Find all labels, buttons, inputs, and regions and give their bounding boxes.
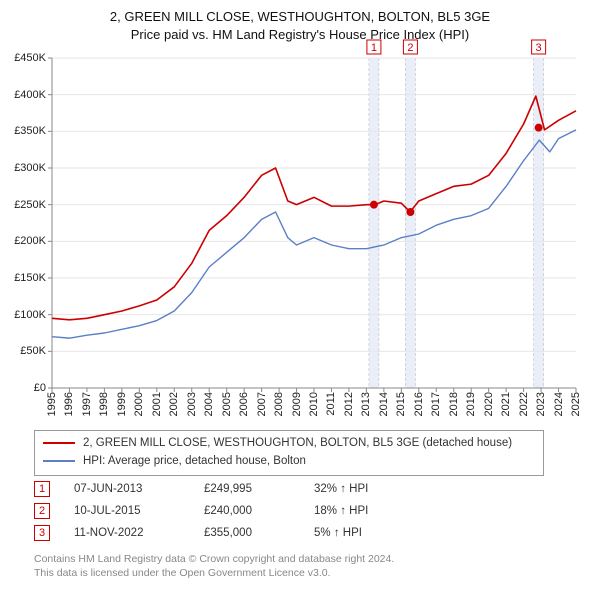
transaction-row: 3 11-NOV-2022£355,0005% ↑ HPI [34, 522, 544, 544]
x-tick-label: 2011 [325, 392, 337, 416]
x-tick-label: 1995 [46, 392, 58, 416]
y-tick-label: £200K [0, 235, 46, 247]
transactions-table: 1 07-JUN-2013£249,99532% ↑ HPI 2 10-JUL-201… [34, 478, 544, 544]
transaction-hpi: 32% ↑ HPI [314, 483, 424, 495]
transaction-date: 07-JUN-2013 [74, 483, 204, 495]
y-tick-label: £350K [0, 125, 46, 137]
legend-item: 2, GREEN MILL CLOSE, WESTHOUGHTON, BOLTO… [43, 435, 535, 453]
transaction-price: £240,000 [204, 505, 314, 517]
x-tick-label: 2022 [518, 392, 530, 416]
y-tick-label: £400K [0, 89, 46, 101]
x-tick-label: 2008 [273, 392, 285, 416]
x-tick-label: 2017 [430, 392, 442, 416]
legend: 2, GREEN MILL CLOSE, WESTHOUGHTON, BOLTO… [34, 430, 544, 476]
x-tick-label: 2016 [413, 392, 425, 416]
transaction-row: 2 10-JUL-2015£240,00018% ↑ HPI [34, 500, 544, 522]
title-block: 2, GREEN MILL CLOSE, WESTHOUGHTON, BOLTO… [0, 0, 600, 43]
x-tick-label: 2000 [133, 392, 145, 416]
x-tick-label: 2019 [465, 392, 477, 416]
x-tick-label: 1996 [63, 392, 75, 416]
transaction-date: 10-JUL-2015 [74, 505, 204, 517]
legend-swatch-property [43, 442, 75, 444]
legend-swatch-hpi [43, 460, 75, 462]
x-tick-label: 2009 [291, 392, 303, 416]
x-tick-label: 1998 [98, 392, 110, 416]
x-tick-label: 1997 [81, 392, 93, 416]
x-tick-label: 2013 [360, 392, 372, 416]
y-tick-label: £150K [0, 272, 46, 284]
svg-text:2: 2 [407, 42, 413, 54]
transaction-marker-num: 2 [34, 503, 50, 519]
title-line-2: Price paid vs. HM Land Registry's House … [0, 26, 600, 44]
transaction-price: £355,000 [204, 527, 314, 539]
chart-container: 2, GREEN MILL CLOSE, WESTHOUGHTON, BOLTO… [0, 0, 600, 590]
x-tick-label: 2025 [570, 392, 582, 416]
legend-label: 2, GREEN MILL CLOSE, WESTHOUGHTON, BOLTO… [83, 437, 512, 449]
x-tick-label: 2014 [378, 392, 390, 416]
y-tick-label: £450K [0, 52, 46, 64]
y-tick-label: £0 [0, 382, 46, 394]
transaction-date: 11-NOV-2022 [74, 527, 204, 539]
footer: Contains HM Land Registry data © Crown c… [34, 552, 394, 580]
transaction-hpi: 5% ↑ HPI [314, 527, 424, 539]
x-tick-label: 2012 [343, 392, 355, 416]
x-tick-label: 2006 [238, 392, 250, 416]
chart-svg: 123 [52, 58, 576, 388]
chart-area: 123 £0£50K£100K£150K£200K£250K£300K£350K… [52, 58, 576, 388]
x-tick-label: 2024 [553, 392, 565, 416]
legend-item: HPI: Average price, detached house, Bolt… [43, 453, 535, 471]
legend-label: HPI: Average price, detached house, Bolt… [83, 455, 306, 467]
x-tick-label: 2018 [448, 392, 460, 416]
svg-text:3: 3 [536, 42, 542, 54]
x-tick-label: 1999 [116, 392, 128, 416]
x-tick-label: 2010 [308, 392, 320, 416]
x-tick-label: 2004 [203, 392, 215, 416]
y-tick-label: £100K [0, 309, 46, 321]
title-line-1: 2, GREEN MILL CLOSE, WESTHOUGHTON, BOLTO… [0, 8, 600, 26]
transaction-row: 1 07-JUN-2013£249,99532% ↑ HPI [34, 478, 544, 500]
y-tick-label: £50K [0, 345, 46, 357]
x-tick-label: 2023 [535, 392, 547, 416]
transaction-marker-num: 1 [34, 481, 50, 497]
transaction-hpi: 18% ↑ HPI [314, 505, 424, 517]
x-tick-label: 2005 [221, 392, 233, 416]
x-tick-label: 2002 [168, 392, 180, 416]
transaction-marker-num: 3 [34, 525, 50, 541]
y-tick-label: £300K [0, 162, 46, 174]
transaction-price: £249,995 [204, 483, 314, 495]
x-tick-label: 2007 [256, 392, 268, 416]
svg-text:1: 1 [371, 42, 377, 54]
x-tick-label: 2003 [186, 392, 198, 416]
x-tick-label: 2001 [151, 392, 163, 416]
footer-line-1: Contains HM Land Registry data © Crown c… [34, 552, 394, 566]
x-tick-label: 2015 [395, 392, 407, 416]
y-tick-label: £250K [0, 199, 46, 211]
footer-line-2: This data is licensed under the Open Gov… [34, 566, 394, 580]
x-tick-label: 2021 [500, 392, 512, 416]
x-tick-label: 2020 [483, 392, 495, 416]
